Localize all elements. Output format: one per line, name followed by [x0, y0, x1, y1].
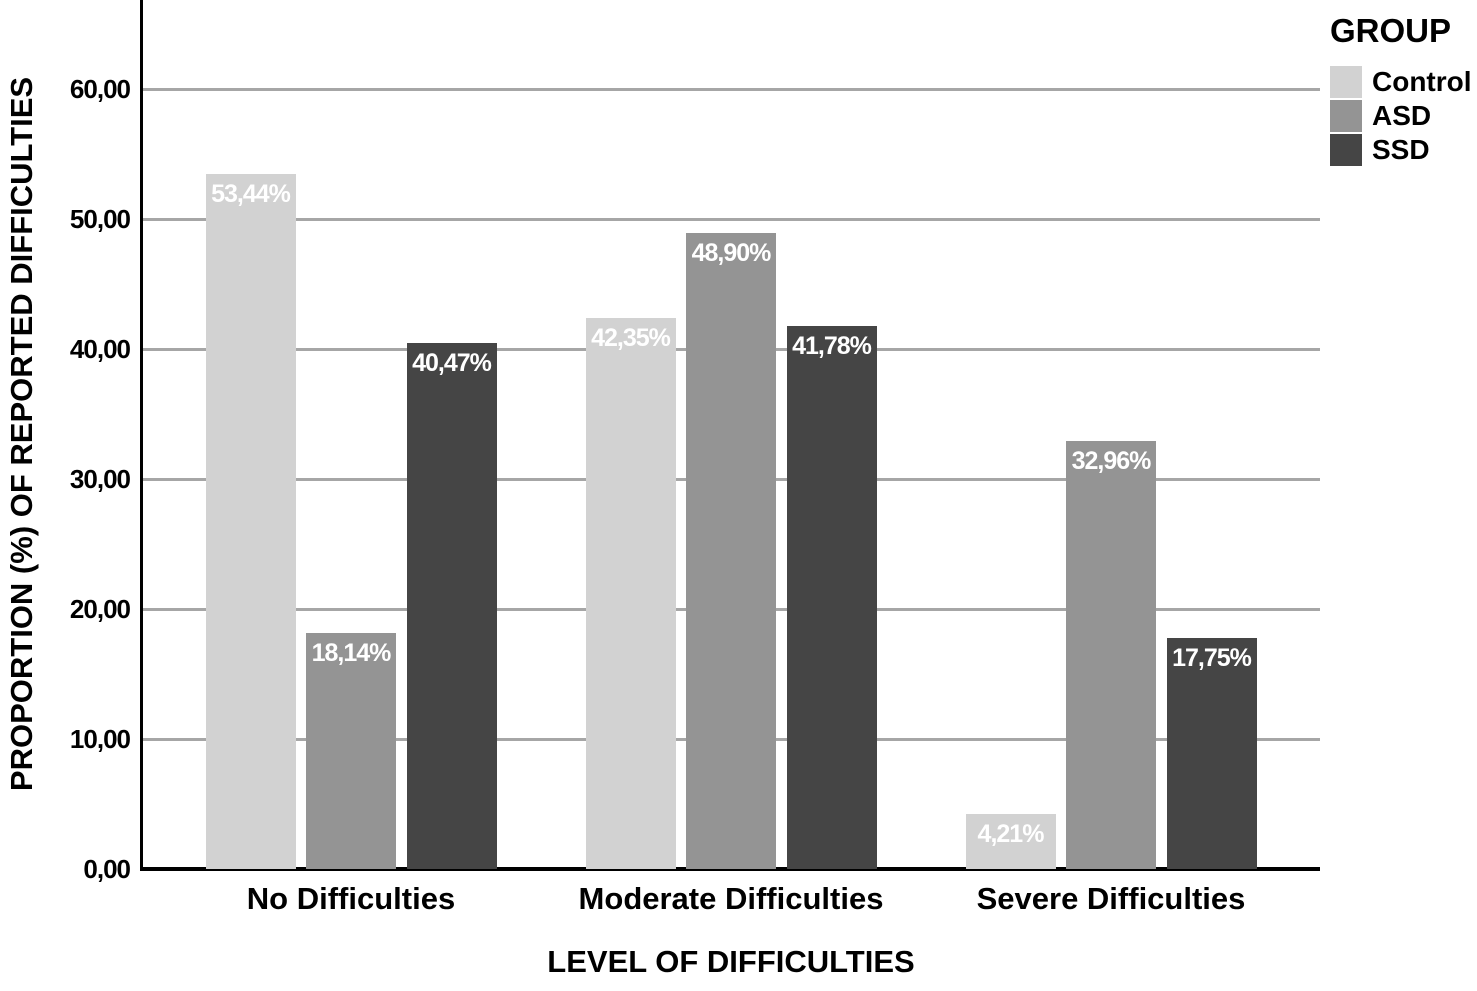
y-tick-label: 40,00 — [69, 334, 131, 364]
gridline — [143, 88, 1320, 91]
legend-label: SSD — [1372, 134, 1430, 165]
bar-control-no-difficulties: 53,44% — [205, 174, 296, 869]
bar-asd-severe-difficulties: 32,96% — [1066, 441, 1156, 869]
y-tick-label: 0,00 — [83, 854, 131, 884]
bar-value-label: 17,75% — [1172, 644, 1252, 672]
bar-value-label: 32,96% — [1071, 447, 1152, 475]
y-tick-label: 60,00 — [69, 74, 131, 104]
x-axis-title: LEVEL OF DIFFICULTIES — [547, 944, 915, 979]
bar-asd-no-difficulties: 18,14% — [306, 633, 396, 869]
y-axis-line — [140, 0, 143, 869]
bar-control-moderate-difficulties: 42,35% — [585, 318, 676, 869]
bar-value-label: 42,35% — [591, 324, 671, 352]
x-category-label-no-difficulties: No Difficulties — [246, 881, 456, 916]
legend-swatch-asd — [1330, 100, 1362, 132]
bar-ssd-no-difficulties: 40,47% — [406, 343, 497, 869]
y-tick-label: 30,00 — [69, 464, 131, 494]
bar-value-label: 40,47% — [412, 349, 492, 377]
bar-asd-moderate-difficulties: 48,90% — [686, 233, 776, 869]
bar-value-label: 53,44% — [211, 180, 291, 208]
bar-ssd-severe-difficulties: 17,75% — [1166, 638, 1257, 869]
legend: GROUP Control ASD SSD — [1330, 12, 1472, 168]
bar-value-label: 41,78% — [792, 332, 872, 360]
gridline — [143, 218, 1320, 221]
legend-label: ASD — [1372, 100, 1432, 131]
y-tick-label: 20,00 — [69, 594, 131, 624]
x-category-label-moderate-difficulties: Moderate Difficulties — [578, 881, 884, 916]
legend-item-control: Control — [1330, 66, 1472, 98]
legend-swatch-control — [1330, 66, 1362, 98]
legend-item-ssd: SSD — [1330, 134, 1472, 166]
legend-item-asd: ASD — [1330, 100, 1472, 132]
legend-items: Control ASD SSD — [1330, 66, 1472, 166]
legend-label: Control — [1372, 66, 1472, 97]
bar-value-label: 48,90% — [691, 239, 772, 267]
x-category-label-severe-difficulties: Severe Difficulties — [976, 881, 1246, 916]
bar-control-severe-difficulties: 4,21% — [965, 814, 1056, 869]
y-axis-title: PROPORTION (%) OF REPORTED DIFFICULTIES — [4, 76, 39, 792]
y-tick-label: 10,00 — [69, 724, 131, 754]
y-tick-label: 50,00 — [69, 204, 131, 234]
legend-title: GROUP — [1330, 12, 1452, 49]
legend-swatch-ssd — [1330, 134, 1362, 166]
bar-value-label: 18,14% — [311, 639, 392, 667]
bar-ssd-moderate-difficulties: 41,78% — [786, 326, 877, 869]
bar-value-label: 4,21% — [977, 820, 1045, 848]
x-axis-line — [140, 867, 1320, 871]
